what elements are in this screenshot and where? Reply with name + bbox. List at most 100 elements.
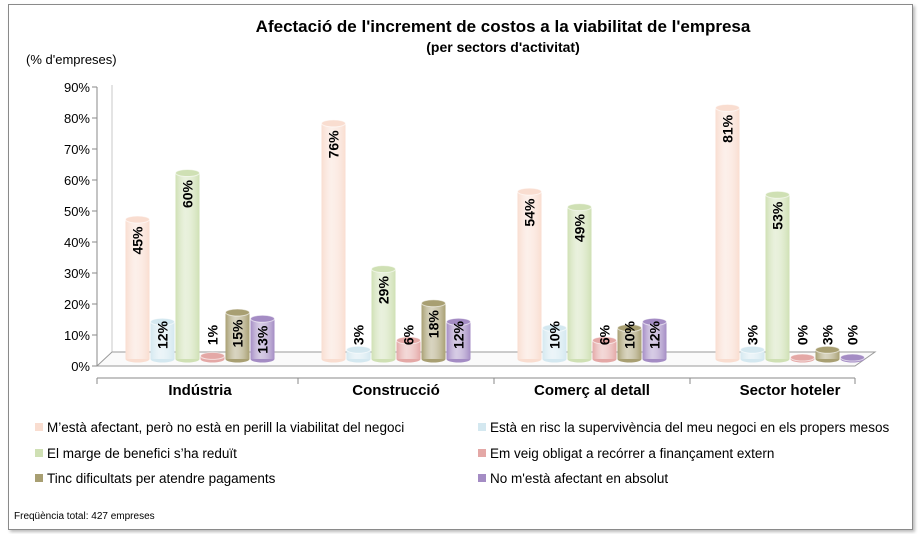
bar: 0% xyxy=(840,324,865,363)
legend-item: Està en risc la supervivència del meu ne… xyxy=(478,420,889,435)
data-label: 49% xyxy=(572,214,588,243)
bar: 10% xyxy=(542,320,567,363)
legend-label: No m'està afectant en absolut xyxy=(490,471,668,486)
footnote: Freqüència total: 427 empreses xyxy=(14,511,155,522)
legend-label: Em veig obligat a recórrer a finançament… xyxy=(490,446,774,461)
bar-shade xyxy=(225,312,250,359)
chart-floor xyxy=(95,351,877,367)
x-category-label: Indústria xyxy=(168,382,232,399)
bar: 12% xyxy=(642,317,667,363)
bar: 76% xyxy=(321,119,346,363)
data-label: 60% xyxy=(180,179,196,208)
data-label: 12% xyxy=(155,320,171,349)
bar: 3% xyxy=(346,324,371,363)
bar-shade xyxy=(150,321,175,359)
bar-shade xyxy=(642,321,667,359)
data-label: 0% xyxy=(845,324,861,345)
bar: 60% xyxy=(175,169,200,363)
legend-label: Està en risc la supervivència del meu ne… xyxy=(490,420,889,435)
bar-shade xyxy=(542,328,567,359)
data-label: 10% xyxy=(622,320,638,349)
bar-shade xyxy=(175,173,200,359)
bar-shade xyxy=(567,207,592,359)
bar-top xyxy=(617,324,642,332)
bar: 45% xyxy=(125,215,150,363)
legend-item: M’està afectant, però no està en perill … xyxy=(35,420,404,435)
bar-shade xyxy=(346,349,371,359)
bar-shade xyxy=(740,349,765,359)
bar-top xyxy=(642,317,667,326)
bar-top xyxy=(150,317,175,326)
bar-top xyxy=(815,345,840,354)
legend-label: M’està afectant, però no està en perill … xyxy=(47,420,404,435)
bar: 12% xyxy=(446,317,471,363)
legend-swatch xyxy=(478,474,486,482)
data-label: 29% xyxy=(376,276,392,305)
bar-top xyxy=(421,299,446,308)
data-label: 6% xyxy=(597,324,613,345)
legend-label: El marge de benefici s’ha reduït xyxy=(47,446,237,461)
bar: 6% xyxy=(592,324,617,363)
data-label: 1% xyxy=(205,324,221,345)
y-tick-label: 30% xyxy=(64,266,90,281)
data-label: 76% xyxy=(326,130,342,159)
bar: 3% xyxy=(740,324,765,363)
bar: 49% xyxy=(567,203,592,363)
bar-top xyxy=(542,324,567,332)
data-label: 6% xyxy=(401,324,417,345)
bar-top xyxy=(346,345,371,354)
bar-top xyxy=(840,353,865,362)
y-tick-label: 10% xyxy=(64,328,90,343)
legend-item: Tinc dificultats per atendre pagaments xyxy=(35,471,276,486)
chart-title: Afectació de l'increment de costos a la … xyxy=(256,17,751,36)
data-label: 81% xyxy=(720,114,736,143)
bar-top xyxy=(321,119,346,128)
chart-frame xyxy=(8,4,913,530)
chart-subtitle: (per sectors d'activitat) xyxy=(426,39,580,55)
bar-top xyxy=(175,169,200,177)
data-label: 18% xyxy=(426,310,442,339)
data-label: 15% xyxy=(230,319,246,348)
bar: 54% xyxy=(517,187,542,363)
bar-top xyxy=(225,308,250,317)
bar-top xyxy=(592,336,617,345)
data-label: 13% xyxy=(255,325,271,354)
data-label: 53% xyxy=(770,201,786,230)
bar-top xyxy=(790,353,815,362)
x-category-label: Sector hoteler xyxy=(740,382,841,399)
legend-swatch xyxy=(35,423,43,431)
legend-label: Tinc dificultats per atendre pagaments xyxy=(47,471,276,486)
bar-top xyxy=(715,103,740,112)
data-label: 12% xyxy=(451,320,467,349)
legend-swatch xyxy=(478,449,486,457)
y-tick-label: 40% xyxy=(64,235,90,250)
bar-top xyxy=(765,190,790,199)
bar: 53% xyxy=(765,190,790,363)
y-tick-label: 80% xyxy=(64,111,90,126)
legend-item: El marge de benefici s’ha reduït xyxy=(35,446,237,461)
bar-top xyxy=(396,336,421,345)
bar-shade xyxy=(446,321,471,359)
bar: 18% xyxy=(421,299,446,363)
y-tick-label: 90% xyxy=(64,80,90,95)
bar-top xyxy=(567,203,592,212)
legend-swatch xyxy=(478,423,486,431)
bar: 6% xyxy=(396,324,421,363)
bar-shade xyxy=(592,340,617,359)
y-tick-label: 70% xyxy=(64,142,90,157)
bar-shade xyxy=(715,107,740,360)
x-category-label: Construcció xyxy=(352,382,440,399)
bar: 13% xyxy=(250,314,275,363)
data-label: 3% xyxy=(351,324,367,345)
bar-shade xyxy=(250,318,275,359)
data-label: 54% xyxy=(522,198,538,227)
bar: 15% xyxy=(225,308,250,363)
bar: 1% xyxy=(200,324,225,363)
bar-top xyxy=(371,265,396,274)
bar-shade xyxy=(396,340,421,359)
bar-top xyxy=(446,317,471,326)
x-category-label: Comerç al detall xyxy=(534,382,650,399)
bar-shade xyxy=(371,269,396,359)
bar-shade xyxy=(125,219,150,359)
y-tick-label: 20% xyxy=(64,297,90,312)
